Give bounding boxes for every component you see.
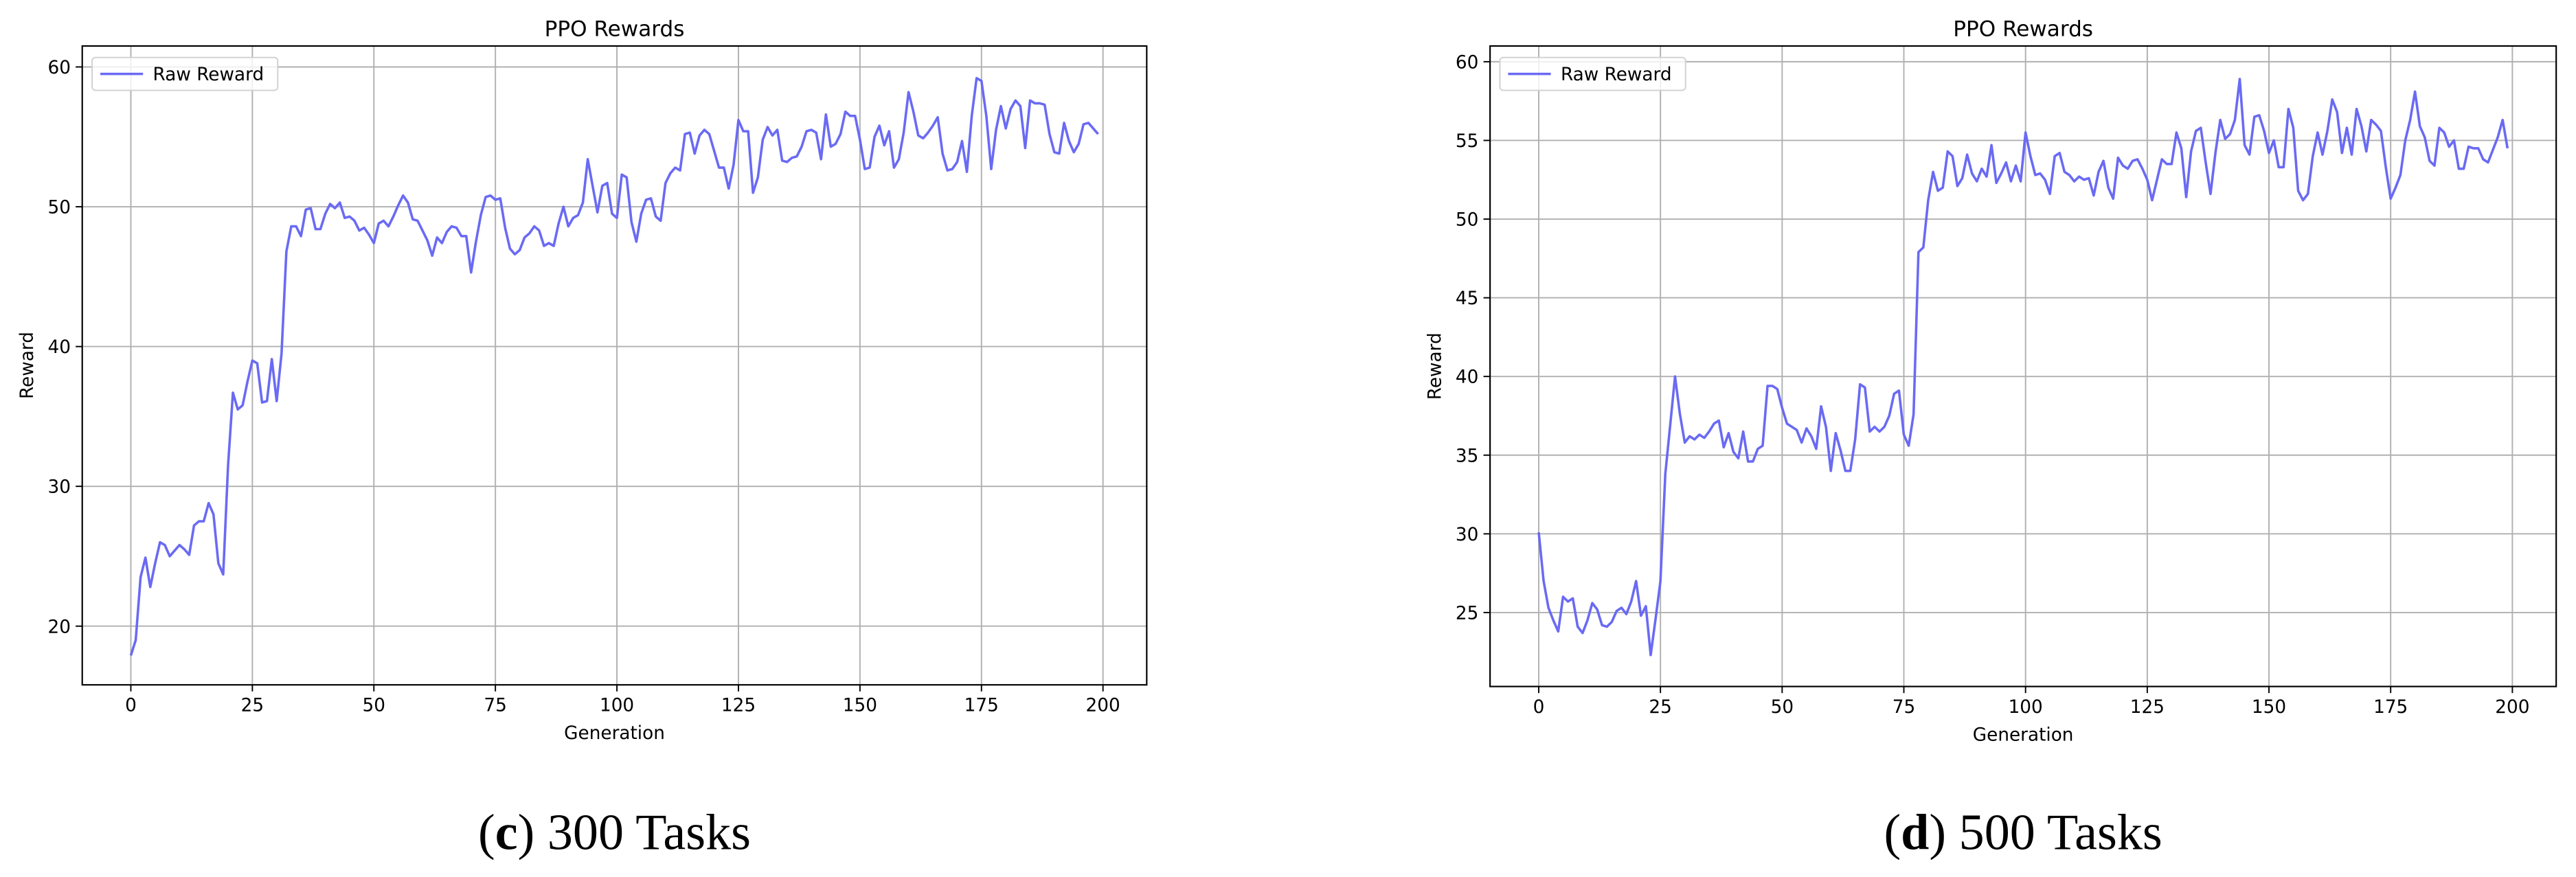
legend-label: Raw Reward [1561, 65, 1672, 85]
y-axis-label: Reward [1425, 332, 1445, 400]
y-tick-label: 50 [1456, 210, 1478, 231]
y-tick-label: 30 [48, 477, 71, 498]
caption-part: ( [1884, 804, 1901, 861]
plot-frame [81, 45, 1148, 686]
legend: Raw Reward [1499, 56, 1686, 91]
data-line [129, 76, 1099, 656]
x-tick-label: 25 [241, 695, 264, 716]
y-tick-label: 60 [48, 58, 71, 78]
y-axis-label: Reward [17, 332, 38, 399]
caption-part: ( [478, 804, 495, 861]
chart-title: PPO Rewards [545, 17, 685, 42]
chart: 0 25 50 75 100 125 150 175 200 20 30 40 50 60 PPO Rewa… [17, 17, 1148, 861]
caption-part: ) 500 Tasks [1929, 804, 2162, 861]
y-tick-label: 35 [1456, 446, 1478, 466]
x-tick-label: 200 [2495, 697, 2529, 718]
x-tick-label: 150 [2252, 697, 2286, 718]
y-tick-label: 25 [1456, 603, 1478, 624]
x-tick-label: 50 [363, 695, 385, 716]
y-tick-label: 20 [48, 617, 71, 637]
x-tick-label: 75 [1893, 697, 1915, 718]
plot-frame [1489, 45, 2557, 687]
x-axis-label: Generation [564, 723, 665, 744]
x-tick-label: 0 [125, 695, 137, 716]
y-tick-label: 60 [1456, 52, 1478, 73]
x-tick-label: 175 [2373, 697, 2408, 718]
x-tick-label: 125 [2130, 697, 2165, 718]
x-tick-label: 100 [2009, 697, 2043, 718]
x-tick-label: 175 [964, 695, 999, 716]
x-tick-label: 75 [484, 695, 506, 716]
caption: (c) 300 Tasks [478, 804, 751, 861]
chart-title: PPO Rewards [1953, 17, 2093, 42]
x-axis-label: Generation [1973, 725, 2074, 746]
legend-box [1499, 56, 1686, 91]
caption-part: c [495, 804, 518, 861]
x-tick-label: 100 [600, 695, 634, 716]
caption-part: ) 300 Tasks [518, 804, 751, 861]
y-tick-label: 55 [1456, 131, 1478, 152]
y-tick-label: 40 [48, 337, 71, 358]
legend-box [91, 56, 279, 91]
x-tick-label: 25 [1649, 697, 1671, 718]
x-tick-label: 125 [721, 695, 756, 716]
y-tick-label: 50 [48, 198, 71, 218]
x-tick-label: 50 [1771, 697, 1794, 718]
legend: Raw Reward [91, 56, 279, 91]
x-tick-label: 0 [1533, 697, 1545, 718]
chart: 0 25 50 75 100 125 150 175 200 25 30 35 40 45 50 55 60 PP… [1425, 17, 2557, 861]
data-line [1537, 78, 2509, 657]
caption: (d) 500 Tasks [1884, 804, 2162, 861]
legend-label: Raw Reward [153, 65, 264, 85]
caption-part: d [1901, 804, 1929, 861]
x-tick-label: 200 [1086, 695, 1120, 716]
y-tick-label: 30 [1456, 525, 1478, 545]
x-tick-label: 150 [843, 695, 877, 716]
y-tick-label: 40 [1456, 367, 1478, 388]
y-tick-label: 45 [1456, 288, 1478, 309]
